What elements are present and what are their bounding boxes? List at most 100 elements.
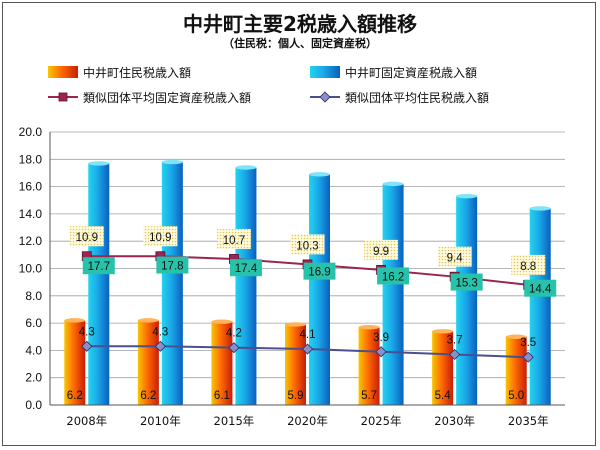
legend-marker-similar-property: [58, 92, 68, 102]
y-tick-label: 16.0: [19, 180, 43, 194]
bar-resident-tax-top: [358, 324, 380, 330]
data-label-resident-tax: 6.2: [67, 390, 83, 402]
bars: [64, 159, 551, 405]
x-tick-label: 2035年: [508, 414, 549, 428]
data-label-bg-similar-property: [290, 234, 325, 255]
bar-property-tax: [88, 163, 110, 405]
data-label-similar-resident: 4.1: [300, 329, 316, 341]
marker-similar-resident: [522, 351, 534, 363]
legend-swatch-resident-tax: [48, 66, 78, 78]
gridlines: [50, 131, 565, 379]
bar-property-tax: [161, 162, 183, 405]
bar-resident-tax: [64, 320, 86, 405]
bar-resident-tax-top: [64, 318, 86, 323]
bar-property-tax-top: [161, 159, 183, 165]
bar-resident-tax: [505, 336, 527, 405]
data-label-bg-similar-property: [437, 246, 472, 267]
data-label-resident-tax: 5.7: [361, 390, 377, 402]
data-label-bg-property-tax: [303, 262, 336, 280]
x-tick-label: 2015年: [214, 414, 255, 428]
legend-swatch-property-tax: [310, 66, 340, 78]
legend-label-property-tax: 中井町固定資産税歳入額: [345, 65, 477, 80]
data-label-resident-tax: 5.4: [435, 390, 452, 402]
y-tick-label: 0.0: [25, 398, 42, 412]
data-label-similar-resident: 3.5: [520, 337, 536, 349]
bar-resident-tax-top: [432, 329, 454, 334]
y-tick-label: 4.0: [25, 343, 42, 357]
legend: 中井町住民税歳入額 中井町固定資産税歳入額 類似団体平均固定資産税歳入額 類似団…: [48, 65, 489, 105]
bar-property-tax-top: [235, 165, 257, 170]
bar-resident-tax-top: [137, 318, 159, 323]
x-axis: 2008年 2010年 2015年 2020年 2025年 2030年 2035年: [50, 404, 565, 428]
data-label-similar-property: 10.7: [223, 235, 245, 247]
data-label-property-tax: 14.4: [529, 284, 552, 296]
data-label-bg-similar-property: [216, 228, 251, 249]
data-label-resident-tax: 6.2: [140, 390, 156, 402]
marker-similar-resident: [228, 342, 240, 354]
x-tick-label: 2020年: [287, 414, 328, 428]
bar-property-tax: [235, 167, 257, 405]
bar-property-tax-top: [382, 181, 404, 187]
y-tick-label: 18.0: [19, 152, 43, 166]
data-label-property-tax: 15.3: [455, 278, 477, 290]
data-label-resident-tax: 5.9: [288, 390, 304, 402]
y-tick-label: 14.0: [19, 207, 43, 221]
legend-label-similar-property: 類似団体平均固定資産税歳入額: [83, 90, 251, 105]
data-label-resident-tax: 6.1: [214, 390, 230, 402]
x-tick-label: 2030年: [434, 414, 475, 428]
y-tick-label: 8.0: [25, 289, 42, 303]
legend-label-similar-resident: 類似団体平均住民税歳入額: [345, 91, 489, 105]
data-label-similar-property: 9.9: [373, 246, 389, 258]
chart-subtitle: （住民税：個人、固定資産税）: [223, 36, 377, 50]
x-tick-label: 2008年: [66, 414, 107, 428]
data-label-similar-resident: 4.3: [79, 326, 95, 338]
bar-resident-tax-top: [505, 334, 527, 339]
marker-similar-resident: [81, 340, 93, 352]
bar-property-tax: [456, 196, 478, 405]
data-label-similar-property: 10.9: [149, 232, 171, 244]
data-label-bg-property-tax: [524, 279, 557, 297]
y-tick-label: 2.0: [25, 371, 42, 385]
bar-property-tax: [382, 183, 404, 405]
data-label-property-tax: 17.8: [161, 261, 183, 273]
data-label-similar-property: 10.9: [76, 232, 98, 244]
bar-resident-tax: [358, 327, 380, 405]
data-label-resident-tax: 5.0: [508, 390, 524, 402]
data-label-bg-property-tax: [377, 267, 410, 285]
y-tick-label: 20.0: [19, 125, 43, 139]
data-label-similar-resident: 4.2: [226, 328, 242, 340]
y-tick-label: 6.0: [25, 316, 42, 330]
marker-similar-resident: [375, 346, 387, 358]
bar-property-tax-top: [529, 206, 551, 211]
data-label-similar-resident: 4.3: [152, 326, 168, 338]
y-tick-label: 10.0: [19, 262, 43, 276]
bar-resident-tax: [285, 324, 306, 405]
data-label-bg-property-tax: [82, 257, 115, 275]
marker-similar-resident: [449, 348, 461, 361]
bar-resident-tax: [211, 321, 233, 405]
y-axis: 0.0 2.0 4.0 6.0 8.0 10.0 12.0 14.0 16.0 18.0 20.0: [19, 125, 51, 412]
bar-property-tax: [309, 174, 330, 405]
bar-resident-tax: [432, 331, 454, 405]
data-label-similar-property: 10.3: [296, 240, 318, 252]
data-label-property-tax: 16.9: [308, 267, 330, 279]
data-label-bg-similar-property: [143, 226, 178, 247]
bar-resident-tax-top: [285, 322, 306, 327]
bar-resident-tax: [137, 320, 159, 405]
data-label-similar-property: 9.4: [447, 253, 464, 265]
y-tick-label: 12.0: [19, 234, 43, 248]
bar-property-tax-top: [88, 161, 110, 166]
x-tick-label: 2010年: [140, 414, 181, 428]
bar-property-tax-top: [456, 193, 478, 199]
bar-resident-tax-top: [211, 319, 233, 324]
data-label-similar-property: 8.8: [520, 261, 536, 273]
data-label-bg-property-tax: [229, 259, 262, 277]
data-label-similar-resident: 3.7: [447, 334, 463, 346]
marker-similar-resident: [301, 343, 314, 355]
data-label-bg-property-tax: [450, 273, 483, 291]
data-label-bg-similar-property: [364, 239, 399, 260]
bar-property-tax: [529, 208, 551, 405]
data-label-property-tax: 17.4: [235, 263, 258, 275]
data-label-property-tax: 16.2: [382, 271, 404, 283]
